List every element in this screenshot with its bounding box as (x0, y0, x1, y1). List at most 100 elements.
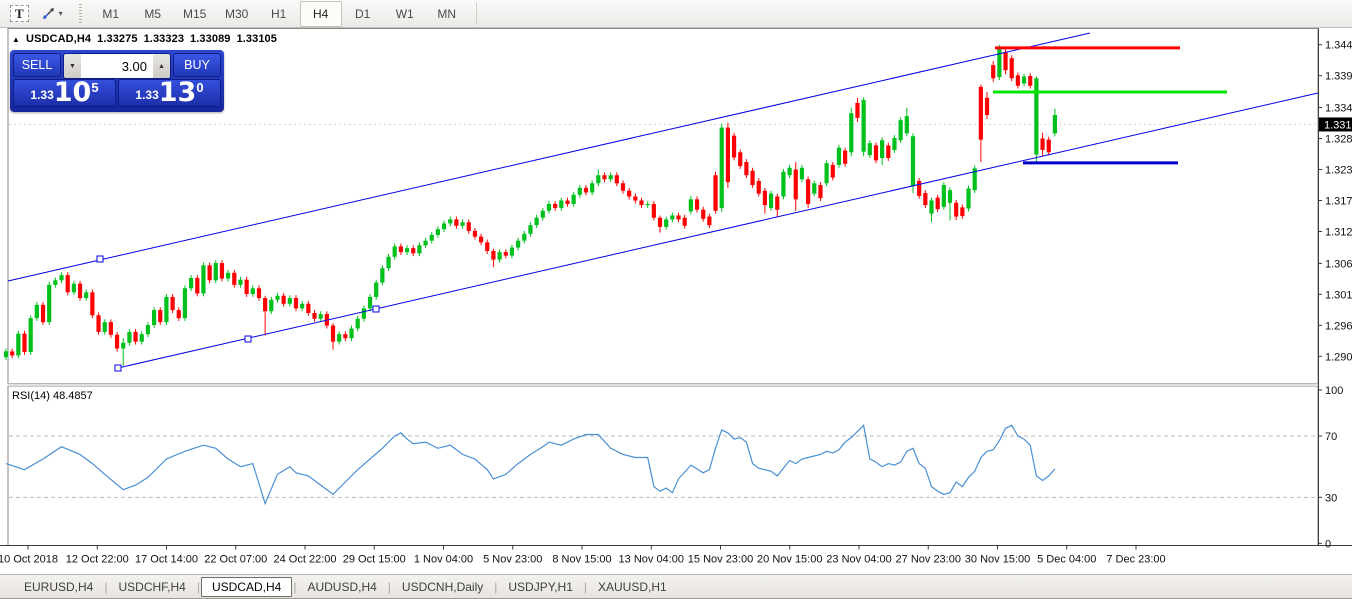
candle-body (602, 175, 607, 180)
chart-tab-USDCHF-H4[interactable]: USDCHF,H4 (118, 580, 186, 594)
sell-button[interactable]: SELL (13, 53, 61, 77)
channel-drag-handle[interactable] (96, 255, 104, 263)
candle-body (133, 331, 138, 342)
price-axis-label: 1.30145 (1325, 289, 1352, 301)
volume-input[interactable] (81, 54, 153, 78)
chart-title: ▲ USDCAD,H4 1.33275 1.33323 1.33089 1.33… (12, 33, 277, 45)
candle-body (293, 298, 299, 309)
channel-drag-handle[interactable] (244, 335, 252, 343)
volume-increase-button[interactable]: ▲ (153, 54, 170, 78)
candle-body (941, 185, 946, 207)
candle-body (682, 217, 687, 226)
toolbar-grip[interactable] (76, 3, 84, 24)
chart-tab-AUDUSD-H4[interactable]: AUDUSD,H4 (307, 580, 377, 594)
candle-body (503, 252, 508, 256)
candle-body (435, 229, 440, 235)
candle-body (651, 203, 656, 218)
candle-body (164, 296, 169, 323)
candle-body (244, 279, 249, 295)
candle-body (1040, 138, 1045, 150)
candle-body (935, 197, 940, 210)
chart-tab-XAUUSD-H1[interactable]: XAUUSD,H1 (598, 580, 667, 594)
candle-body (781, 171, 786, 197)
candle-body (830, 164, 835, 178)
timeframe-button-M15[interactable]: M15 (183, 6, 207, 21)
timeframe-button-M5[interactable]: M5 (144, 6, 162, 21)
chart-tab-EURUSD-H4[interactable]: EURUSD,H4 (24, 580, 94, 594)
timeframe-button-H4[interactable]: H4 (299, 0, 342, 27)
candle-body (96, 315, 101, 332)
candle-body (984, 97, 990, 115)
buy-price-sup: 0 (196, 80, 204, 95)
timeframe-button-H1[interactable]: H1 (271, 6, 287, 21)
candle-body (725, 127, 730, 183)
candle-body (972, 168, 977, 191)
price-axis-label: 1.32860 (1325, 134, 1352, 146)
candle-body (47, 284, 52, 323)
candle-body (448, 219, 453, 224)
candle-body (349, 328, 354, 339)
current-price-tag-label: 1.33105 (1324, 119, 1352, 131)
chart-tab-USDCNH-Daily[interactable]: USDCNH,Daily (401, 580, 484, 594)
timeframe-button-MN[interactable]: MN (437, 6, 457, 21)
candle-body (799, 167, 805, 180)
tab-separator: | (387, 579, 391, 594)
candle-body (892, 137, 897, 150)
candle-body (694, 199, 700, 210)
candle-body (404, 248, 410, 253)
chart-tab-USDCAD-H4[interactable]: USDCAD,H4 (200, 577, 293, 597)
sell-price-button[interactable]: 1.33 10 5 (13, 79, 116, 107)
candle-body (28, 318, 33, 352)
candle-body (16, 333, 21, 356)
trend-channel-lower-line[interactable] (117, 92, 1319, 369)
candle-body (620, 183, 626, 191)
arrows-icon (42, 8, 54, 19)
channel-drag-handle[interactable] (114, 364, 122, 372)
candle-body (380, 268, 385, 283)
price-axis-label: 1.29065 (1325, 351, 1352, 363)
candle-body (207, 265, 212, 281)
timeframe-button-M30[interactable]: M30 (225, 6, 249, 21)
buy-price-button[interactable]: 1.33 13 0 (118, 79, 221, 107)
candle-body (657, 217, 663, 227)
buy-button[interactable]: BUY (173, 53, 221, 77)
chart-tab-USDJPY-H1[interactable]: USDJPY,H1 (508, 580, 573, 594)
timeframe-button-M1[interactable]: M1 (102, 6, 120, 21)
candle-body (1028, 75, 1033, 86)
channel-drag-handle[interactable] (372, 305, 380, 313)
candle-body (861, 100, 866, 152)
volume-decrease-button[interactable]: ▼ (64, 54, 81, 78)
candle-body (509, 247, 515, 256)
collapse-triangle-icon[interactable]: ▲ (12, 34, 21, 44)
trend-channel-upper-line[interactable] (7, 32, 1091, 282)
time-axis-label: 23 Nov 04:00 (826, 554, 891, 566)
tab-separator: | (196, 579, 200, 594)
candle-body (596, 175, 601, 184)
candle-body (645, 203, 650, 206)
candle-body (565, 200, 570, 204)
candle-body (836, 147, 842, 165)
arrows-tool-button[interactable]: ▾ (35, 3, 69, 25)
timeframe-button-D1[interactable]: D1 (355, 6, 371, 21)
sell-price-sup: 5 (91, 80, 99, 95)
candle-body (731, 135, 737, 158)
candle-body (40, 304, 46, 323)
quote-open: 1.33275 (97, 33, 138, 45)
timeframe-button-W1[interactable]: W1 (395, 6, 414, 21)
price-axis-label: 1.31240 (1325, 226, 1352, 238)
text-tool-button[interactable]: T (4, 3, 35, 25)
candle-body (664, 219, 669, 227)
candle-body (392, 246, 397, 257)
time-axis-label: 20 Nov 15:00 (757, 554, 822, 566)
candle-body (966, 188, 971, 209)
panel-separator[interactable] (8, 383, 1318, 387)
candle-body (960, 207, 965, 216)
candle-body (170, 296, 175, 311)
candle-body (608, 175, 613, 180)
candle-body (250, 288, 255, 295)
main-chart-panel (7, 28, 1319, 384)
chart-tab-bar: EURUSD,H4 | USDCHF,H4 | USDCAD,H4 | AUDUSD,H4 |… (0, 574, 1352, 599)
price-axis-label: 1.34495 (1325, 40, 1352, 52)
chart-canvas[interactable]: 1.34495 1.33955 1.33400 1.32860 1.32320 1.317… (0, 28, 1352, 574)
